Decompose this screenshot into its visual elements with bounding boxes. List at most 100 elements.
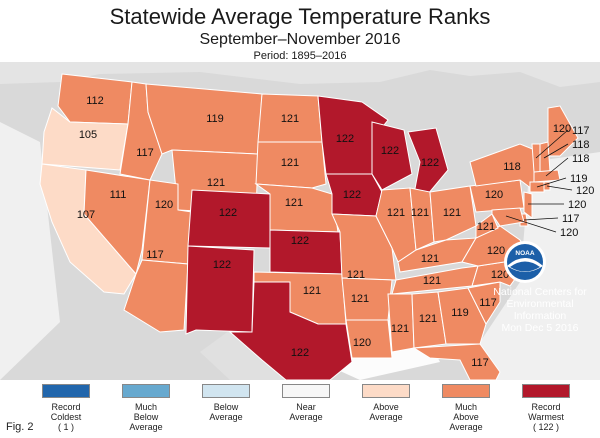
state-rank-il: 121 — [387, 207, 405, 219]
state-rank-wy: 121 — [207, 177, 225, 189]
state-tx — [228, 281, 353, 380]
state-rank-sc: 117 — [479, 297, 497, 309]
state-rank-nh: 118 — [572, 139, 590, 151]
legend-label: Much Below Average — [106, 402, 186, 432]
state-rank-mt: 119 — [206, 113, 224, 125]
legend-swatch — [522, 384, 570, 398]
state-rank-nj: 120 — [568, 199, 586, 211]
state-rank-nv: 111 — [110, 189, 127, 201]
legend-label-line: Average — [289, 412, 323, 422]
legend-label: Record Warmest( 122 ) — [506, 402, 586, 432]
legend-label-line: Record — [51, 402, 81, 412]
state-rank-wv: 121 — [477, 221, 495, 233]
state-ma — [533, 169, 561, 183]
legend-label-line: Near — [296, 402, 316, 412]
state-rank-wi: 122 — [381, 145, 399, 157]
pacific-ocean — [0, 122, 60, 380]
state-oh — [429, 185, 477, 243]
state-rank-mn: 122 — [336, 133, 354, 145]
legend-label-line: Average — [369, 412, 403, 422]
state-rank-ma: 118 — [572, 153, 590, 165]
attribution-line3: Information — [513, 310, 567, 322]
legend-item-record-warmest: Record Warmest( 122 ) — [506, 384, 586, 432]
legend-label-line: Average — [209, 412, 243, 422]
legend-swatch — [202, 384, 250, 398]
noaa-logo-text: NOAA — [515, 250, 534, 257]
state-rank-al: 121 — [419, 313, 437, 325]
leader-line-de — [523, 217, 559, 221]
state-or — [41, 107, 129, 171]
state-shapes — [39, 73, 579, 380]
legend-item-much-above: Much Above Average — [426, 384, 506, 432]
state-rank-or: 105 — [79, 129, 97, 141]
legend-label-line: Above — [453, 412, 479, 422]
state-rank-sd: 121 — [281, 157, 299, 169]
state-rank-pa: 120 — [485, 189, 503, 201]
state-labels: 1121051071171111191211201171221221211211… — [77, 95, 595, 369]
state-rank-me: 120 — [553, 123, 571, 135]
legend-label-line: Below — [213, 402, 239, 412]
state-la — [345, 319, 393, 359]
state-rank-de: 117 — [562, 213, 580, 225]
leader-line-ma — [545, 157, 569, 177]
attribution-block: National Centers for Environmental Infor… — [480, 286, 600, 334]
legend-label-line: Average — [129, 422, 163, 432]
legend-label-line: ( 1 ) — [57, 422, 74, 432]
state-rank-ct: 119 — [570, 173, 588, 185]
attribution-line2: Environmental — [506, 298, 574, 310]
map-period: Period: 1895–2016 — [253, 50, 347, 62]
state-nv — [83, 169, 151, 276]
leader-line-md — [505, 215, 557, 233]
state-rank-ny: 118 — [503, 161, 521, 173]
legend-label: Record Coldest( 1 ) — [26, 402, 106, 432]
state-rank-nc: 120 — [491, 269, 509, 281]
state-rank-ga: 119 — [451, 307, 469, 319]
legend-label-line: Record — [531, 402, 561, 412]
legend-swatch — [442, 384, 490, 398]
state-fl — [412, 343, 501, 380]
state-rank-ok: 121 — [303, 285, 321, 297]
state-rank-ri: 120 — [576, 185, 594, 197]
legend-item-near: Near Average — [266, 384, 346, 422]
state-rank-ms: 121 — [391, 323, 409, 335]
state-rank-tn: 121 — [423, 275, 441, 287]
state-rank-mi: 122 — [421, 157, 439, 169]
state-rank-co: 122 — [219, 207, 237, 219]
legend-item-above: Above Average — [346, 384, 426, 422]
legend-label-line: Above — [373, 402, 399, 412]
legend-label-line: Below — [133, 412, 159, 422]
state-rank-ia: 122 — [343, 189, 361, 201]
map-title: Statewide Average Temperature Ranks — [109, 4, 491, 29]
state-rank-ut: 120 — [155, 199, 173, 211]
state-rank-az: 117 — [146, 249, 164, 261]
legend-swatch — [42, 384, 90, 398]
state-mt — [145, 83, 263, 155]
legend-label-line: Coldest — [50, 412, 82, 422]
legend-label: Below Average — [186, 402, 266, 422]
state-rank-tx: 122 — [291, 347, 309, 359]
figure-label: Fig. 2 — [6, 421, 34, 433]
state-rank-md: 120 — [560, 227, 578, 239]
us-map: 1121051071171111191211201171221221211211… — [0, 62, 600, 380]
leader-line-ri — [546, 185, 573, 191]
state-rank-ca: 107 — [77, 209, 95, 221]
state-rank-vt: 117 — [572, 125, 590, 137]
legend-item-record-coldest: Record Coldest( 1 ) — [26, 384, 106, 432]
state-co — [187, 189, 271, 249]
map-panel: 112 105 107 117 111 119 121 120 117 122 122 121 121 1… — [0, 62, 600, 380]
state-rank-la: 120 — [353, 337, 371, 349]
state-ga — [437, 287, 487, 345]
legend-item-much-below: Much Below Average — [106, 384, 186, 432]
state-rank-nd: 121 — [281, 113, 299, 125]
leader-line-vt — [535, 129, 569, 159]
legend-label: Above Average — [346, 402, 426, 422]
legend-swatch — [122, 384, 170, 398]
state-rank-ne: 121 — [285, 197, 303, 209]
title-block: Statewide Average Temperature Ranks Sept… — [0, 0, 600, 63]
noaa-logo-icon: NOAA — [504, 241, 546, 283]
legend-item-below: Below Average — [186, 384, 266, 422]
state-rank-ky: 121 — [421, 253, 439, 265]
state-sd — [255, 141, 327, 189]
legend-label-line: Much — [454, 402, 477, 412]
legend-label: Much Above Average — [426, 402, 506, 432]
